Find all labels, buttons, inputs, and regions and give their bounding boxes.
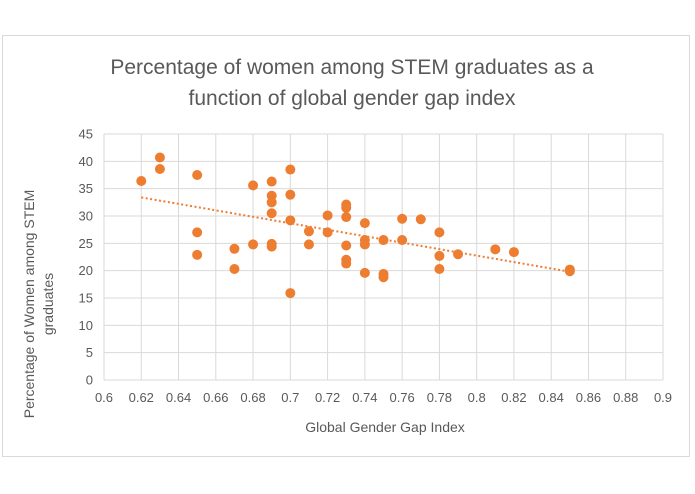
x-tick-label: 0.6 xyxy=(95,390,113,405)
y-tick-label: 25 xyxy=(79,236,93,251)
data-point xyxy=(285,215,296,226)
y-tick-label: 30 xyxy=(79,209,93,224)
data-point xyxy=(397,235,408,246)
data-point xyxy=(322,227,333,238)
x-tick-label: 0.7 xyxy=(281,390,299,405)
trendline-group xyxy=(141,196,571,273)
data-point xyxy=(564,266,575,277)
trendline xyxy=(141,196,571,273)
y-tick-label: 45 xyxy=(79,127,93,142)
data-point xyxy=(266,197,277,208)
data-points xyxy=(136,152,575,299)
data-point xyxy=(266,176,277,187)
y-tick-label: 0 xyxy=(86,373,93,388)
data-point xyxy=(434,264,445,275)
data-point xyxy=(136,176,147,187)
data-point xyxy=(303,226,314,237)
data-point xyxy=(248,239,259,250)
data-point xyxy=(341,202,352,213)
data-point xyxy=(266,241,277,252)
chart-title: Percentage of women among STEM graduates… xyxy=(110,56,594,110)
data-point xyxy=(285,164,296,175)
x-tick-label: 0.62 xyxy=(129,390,154,405)
data-point xyxy=(192,227,203,238)
x-tick-label: 0.68 xyxy=(240,390,265,405)
data-point xyxy=(322,210,333,221)
data-point xyxy=(434,250,445,261)
data-point xyxy=(192,170,203,180)
data-point xyxy=(229,264,240,275)
data-point xyxy=(285,189,296,200)
x-tick-label: 0.66 xyxy=(203,390,228,405)
x-tick-label: 0.88 xyxy=(613,390,638,405)
x-tick-label: 0.84 xyxy=(539,390,564,405)
data-point xyxy=(378,235,389,246)
y-axis-tick-labels: 0 5 10 15 20 25 30 35 40 45 xyxy=(79,127,93,388)
data-point xyxy=(453,249,464,260)
data-point xyxy=(192,249,203,260)
x-tick-label: 0.86 xyxy=(576,390,601,405)
x-axis-tick-labels: 0.6 0.62 0.64 0.66 0.68 0.7 0.72 0.74 0.76 0.78 0.… xyxy=(95,390,672,405)
y-tick-label: 5 xyxy=(86,345,93,360)
x-tick-label: 0.8 xyxy=(468,390,486,405)
data-point xyxy=(490,244,501,255)
gridlines xyxy=(103,133,664,381)
y-tick-label: 35 xyxy=(79,181,93,196)
data-point xyxy=(508,247,519,258)
x-tick-label: 0.64 xyxy=(166,390,191,405)
data-point xyxy=(266,208,277,219)
data-point xyxy=(359,267,370,278)
data-point xyxy=(154,152,165,163)
y-tick-label: 15 xyxy=(79,291,93,306)
data-point xyxy=(285,288,296,299)
chart-frame: Percentage of women among STEM graduates… xyxy=(2,35,690,457)
y-tick-label: 40 xyxy=(79,154,93,169)
x-tick-label: 0.82 xyxy=(501,390,526,405)
scatter-chart: Percentage of women among STEM graduates… xyxy=(21,56,672,435)
data-point xyxy=(378,272,389,283)
chart-title-line-2: function of global gender gap index xyxy=(189,87,516,110)
chart-title-line-1: Percentage of women among STEM graduates… xyxy=(110,56,594,79)
x-tick-label: 0.78 xyxy=(427,390,452,405)
y-axis-title-line-1: Percentage of Women among STEM xyxy=(21,190,37,419)
data-point xyxy=(359,218,370,229)
data-point xyxy=(341,258,352,269)
data-point xyxy=(397,213,408,224)
data-point xyxy=(248,180,259,191)
x-tick-label: 0.74 xyxy=(352,390,377,405)
data-point xyxy=(359,239,370,250)
y-tick-label: 20 xyxy=(79,263,93,278)
x-tick-label: 0.72 xyxy=(315,390,340,405)
data-point xyxy=(229,243,240,254)
x-axis-title: Global Gender Gap Index xyxy=(305,419,465,435)
data-point xyxy=(434,227,445,238)
data-point xyxy=(303,239,314,250)
y-axis-title: Percentage of Women among STEM graduates xyxy=(21,190,56,419)
y-axis-title-line-2: graduates xyxy=(40,273,56,335)
data-point xyxy=(415,214,426,225)
y-tick-label: 10 xyxy=(79,318,93,333)
x-tick-label: 0.9 xyxy=(654,390,672,405)
x-tick-label: 0.76 xyxy=(389,390,414,405)
data-point xyxy=(154,163,165,174)
data-point xyxy=(341,240,352,251)
data-point xyxy=(341,212,352,223)
